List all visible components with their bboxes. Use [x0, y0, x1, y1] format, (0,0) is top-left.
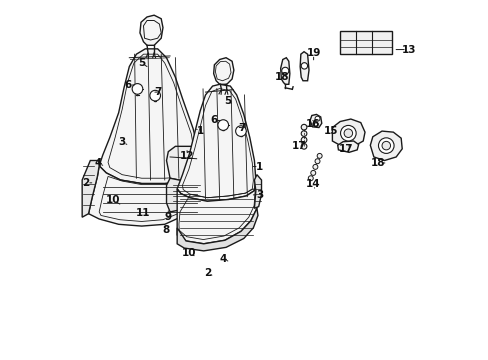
Text: 10: 10 [106, 195, 121, 205]
Polygon shape [337, 141, 358, 152]
Polygon shape [140, 15, 163, 45]
Polygon shape [254, 175, 261, 208]
Circle shape [314, 159, 319, 164]
Text: 3: 3 [119, 137, 125, 147]
Circle shape [314, 116, 319, 121]
Circle shape [301, 144, 306, 149]
Circle shape [149, 90, 160, 101]
Text: 16: 16 [305, 119, 320, 129]
Text: 2: 2 [203, 268, 210, 278]
Polygon shape [177, 84, 255, 201]
Text: 17: 17 [339, 144, 353, 154]
Circle shape [301, 63, 307, 69]
Polygon shape [177, 208, 258, 251]
Circle shape [381, 141, 390, 150]
Text: 7: 7 [238, 122, 245, 132]
Circle shape [235, 126, 246, 136]
Polygon shape [300, 52, 308, 81]
Text: 9: 9 [164, 212, 171, 222]
Circle shape [301, 131, 306, 136]
Circle shape [301, 124, 306, 130]
Polygon shape [166, 168, 202, 212]
Polygon shape [332, 119, 364, 146]
Text: 4: 4 [94, 158, 102, 168]
Text: 15: 15 [323, 126, 337, 136]
Polygon shape [82, 161, 99, 217]
Text: 14: 14 [305, 179, 320, 189]
Text: 6: 6 [210, 116, 217, 125]
Text: 1: 1 [256, 162, 263, 171]
Polygon shape [369, 131, 402, 161]
Circle shape [344, 129, 352, 138]
Text: 18: 18 [370, 158, 385, 168]
Polygon shape [166, 146, 203, 182]
Polygon shape [280, 58, 289, 84]
Circle shape [218, 120, 228, 130]
Text: 8: 8 [162, 225, 169, 235]
Polygon shape [177, 180, 258, 244]
Circle shape [312, 122, 317, 126]
Circle shape [340, 125, 355, 141]
Text: 3: 3 [256, 190, 263, 200]
Text: 5: 5 [224, 96, 231, 106]
Circle shape [312, 165, 317, 169]
Text: 6: 6 [124, 80, 132, 90]
Text: 13: 13 [401, 45, 416, 55]
Text: 2: 2 [82, 178, 89, 188]
Text: 7: 7 [154, 87, 161, 97]
Text: 11: 11 [136, 208, 150, 217]
Polygon shape [88, 166, 202, 226]
Polygon shape [99, 49, 200, 184]
Circle shape [310, 170, 315, 175]
Text: 5: 5 [138, 58, 145, 68]
Text: 4: 4 [219, 254, 226, 264]
Text: 1: 1 [196, 126, 203, 136]
Circle shape [281, 67, 288, 75]
Circle shape [132, 84, 142, 94]
Circle shape [307, 176, 313, 181]
Polygon shape [309, 114, 321, 127]
Text: 12: 12 [180, 151, 194, 161]
Circle shape [317, 153, 322, 158]
Text: 17: 17 [291, 141, 305, 151]
Text: 18: 18 [275, 72, 289, 81]
Circle shape [378, 138, 393, 153]
Polygon shape [213, 58, 233, 84]
Circle shape [301, 137, 306, 143]
Text: 10: 10 [182, 248, 196, 258]
Polygon shape [340, 31, 391, 54]
Text: 19: 19 [306, 49, 320, 58]
